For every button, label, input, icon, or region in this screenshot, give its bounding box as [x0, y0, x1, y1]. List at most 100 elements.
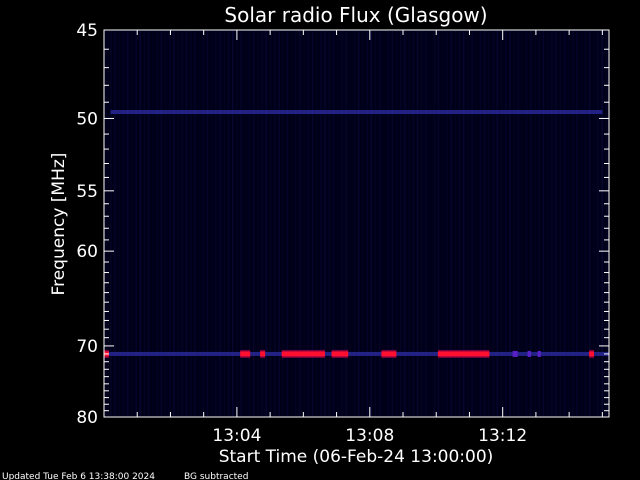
- noise-column: [127, 31, 129, 416]
- noise-column: [194, 31, 196, 416]
- x-tick-label: 13:04: [212, 426, 261, 446]
- y-tick-label: 70: [76, 337, 98, 357]
- interference-bands: [104, 110, 609, 356]
- plot-background: [104, 30, 609, 417]
- noise-column: [337, 31, 339, 416]
- noise-column: [563, 31, 566, 416]
- noise-column: [215, 31, 217, 416]
- noise-column: [597, 31, 599, 416]
- noise-column: [572, 31, 574, 416]
- noise-column: [484, 31, 486, 416]
- noise-column: [131, 31, 133, 416]
- footer-bg-note: BG subtracted: [184, 472, 248, 480]
- noise-column: [152, 31, 154, 416]
- noise-column: [538, 31, 540, 416]
- noise-column: [114, 31, 116, 416]
- noise-column: [253, 31, 255, 416]
- noise-column: [202, 31, 204, 416]
- noise-column: [219, 31, 221, 416]
- noise-column: [135, 31, 137, 416]
- noise-column: [362, 31, 364, 416]
- noise-column: [421, 31, 423, 416]
- plot-area: [103, 29, 610, 418]
- noise-column: [240, 31, 242, 416]
- noise-column: [316, 31, 318, 416]
- strong-segment: [240, 351, 251, 357]
- noise-column: [500, 31, 503, 416]
- strong-segment: [381, 351, 397, 357]
- noise-column: [332, 31, 335, 416]
- noise-column: [408, 31, 410, 416]
- noise-column: [139, 31, 141, 416]
- noise-column: [248, 31, 251, 416]
- noise-column: [391, 31, 393, 416]
- noise-column: [576, 31, 578, 416]
- noise-column: [366, 31, 368, 416]
- noise-column: [370, 31, 372, 416]
- noise-column: [379, 31, 381, 416]
- noise-column: [110, 31, 112, 416]
- strong-segment: [589, 351, 595, 357]
- noise-column: [227, 31, 230, 416]
- noise-column: [442, 31, 444, 416]
- noise-column: [295, 31, 297, 416]
- noise-column: [467, 31, 469, 416]
- noise-column: [320, 31, 322, 416]
- noise-column: [169, 31, 171, 416]
- noise-column: [551, 31, 553, 416]
- x-axis: 13:04 13:08 13:12: [136, 30, 603, 446]
- noise-column: [513, 31, 515, 416]
- noise-column: [106, 31, 108, 416]
- noise-column: [492, 31, 494, 416]
- noise-column: [505, 31, 507, 416]
- noise-column: [353, 31, 356, 416]
- noise-column: [148, 31, 150, 416]
- noise-column: [404, 31, 406, 416]
- noise-column: [211, 31, 213, 416]
- noise-column: [265, 31, 267, 416]
- noise-column: [395, 31, 398, 416]
- noise-column: [454, 31, 456, 416]
- strong-segment: [437, 351, 490, 357]
- noise-column: [580, 31, 582, 416]
- noise-column: [244, 31, 246, 416]
- chart-title: Solar radio Flux (Glasgow): [224, 3, 487, 27]
- noise-column: [412, 31, 414, 416]
- noise-column: [530, 31, 532, 416]
- strong-segment: [281, 351, 325, 357]
- noise-column: [568, 31, 570, 416]
- noise-column: [206, 31, 209, 416]
- noise-column: [274, 31, 276, 416]
- noise-column: [374, 31, 377, 416]
- noise-column: [341, 31, 343, 416]
- x-tick-label: 13:12: [478, 426, 527, 446]
- noise-column: [383, 31, 385, 416]
- x-axis-label: Start Time (06-Feb-24 13:00:00): [219, 447, 494, 467]
- noise-column: [156, 31, 158, 416]
- weak-segment: [537, 350, 541, 357]
- noise-column: [118, 31, 120, 416]
- y-axis-label: Frequency [MHz]: [49, 153, 69, 296]
- noise-column: [177, 31, 179, 416]
- noise-column: [387, 31, 389, 416]
- noise-column: [589, 31, 591, 416]
- noise-column: [488, 31, 490, 416]
- noise-column: [425, 31, 427, 416]
- noise-column: [471, 31, 473, 416]
- noise-column: [601, 31, 603, 416]
- y-tick-label: 50: [76, 109, 98, 129]
- noise-column: [555, 31, 557, 416]
- strong-segment: [331, 351, 349, 357]
- noise-column: [328, 31, 330, 416]
- y-tick-label: 55: [76, 182, 98, 202]
- noise-column: [282, 31, 284, 416]
- noise-column: [349, 31, 351, 416]
- noise-column: [345, 31, 347, 416]
- plot-frame: [103, 29, 610, 418]
- strong-segment: [260, 351, 266, 357]
- noise-column: [437, 31, 440, 416]
- y-axis: 45 50 55 60 70 80: [76, 21, 609, 428]
- noise-column: [185, 31, 188, 416]
- noise-column: [164, 31, 167, 416]
